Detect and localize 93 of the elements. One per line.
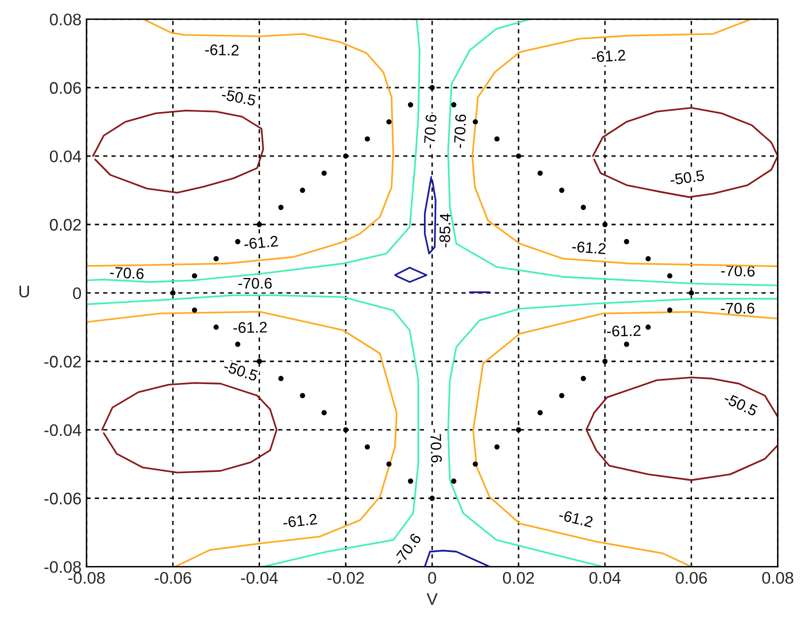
annotation: -85.4 (439, 213, 451, 248)
point (214, 324, 219, 330)
annotation: -50.5 (221, 88, 256, 106)
point (602, 358, 608, 364)
point (386, 461, 392, 467)
point (408, 478, 414, 484)
point (278, 376, 284, 382)
line-series (92, 110, 264, 194)
line-series (592, 106, 778, 198)
annotation: -61.2 (572, 241, 606, 254)
point (192, 307, 198, 313)
point (451, 102, 456, 108)
annotation: -61.2 (244, 236, 278, 250)
y-tick-label: 0.06 (50, 82, 81, 94)
x-tick-label: 0.04 (589, 572, 621, 584)
annotation: -50.5 (223, 360, 258, 382)
point (538, 170, 543, 176)
x-tick-label: -0.08 (68, 572, 105, 584)
point (494, 136, 500, 142)
x-tick-label: 0.02 (502, 572, 534, 584)
point (624, 239, 630, 244)
point (667, 307, 672, 313)
y-axis-title: U (19, 286, 29, 298)
point (256, 358, 262, 364)
point (364, 444, 370, 450)
point (430, 85, 435, 90)
x-tick-label: 0.06 (676, 572, 707, 584)
annotation: -61.2 (205, 44, 239, 56)
point (322, 170, 327, 176)
point (472, 461, 478, 467)
point (386, 119, 392, 124)
line-series (101, 382, 278, 474)
point (646, 256, 651, 262)
point (538, 410, 543, 416)
point (624, 342, 630, 347)
point (235, 239, 240, 244)
point (256, 222, 262, 228)
point (602, 222, 608, 228)
x-tick-label: -0.04 (241, 572, 278, 584)
annotation: -70.6 (720, 302, 754, 314)
point (559, 393, 564, 398)
point (192, 273, 198, 278)
annotation: -70.6 (430, 428, 442, 463)
annotation: -70.6 (454, 114, 466, 148)
annotation: -61.2 (591, 50, 626, 62)
x-tick-label: -0.06 (154, 572, 192, 584)
point (667, 273, 672, 278)
y-tick-label: 0.02 (50, 218, 81, 231)
point (472, 119, 478, 124)
point (688, 290, 694, 296)
point (580, 376, 586, 382)
annotation: -70.6 (110, 266, 144, 280)
point (364, 136, 370, 142)
line-series (424, 176, 436, 254)
y-tick-label: -0.08 (44, 561, 81, 573)
point (235, 342, 240, 347)
point (430, 496, 435, 501)
line-series (586, 376, 778, 481)
annotation: -61.2 (233, 322, 267, 334)
point (646, 324, 651, 330)
x-tick-label: -0.02 (327, 572, 364, 584)
x-tick-label: 0.08 (762, 572, 794, 584)
line-series (394, 266, 428, 283)
point (516, 153, 522, 159)
point (170, 290, 176, 296)
annotation: -50.5 (723, 392, 758, 416)
y-tick-label: 0.08 (50, 14, 81, 26)
point (300, 188, 306, 193)
point (408, 102, 414, 108)
point (559, 188, 564, 193)
annotation: -50.5 (670, 170, 704, 186)
point (451, 478, 456, 484)
point (580, 204, 586, 210)
annotation: -70.6 (238, 278, 272, 289)
y-tick-label: 0 (73, 287, 81, 300)
annotation: -70.6 (424, 114, 437, 149)
y-tick-label: -0.04 (44, 424, 82, 436)
point (300, 393, 306, 398)
point (278, 204, 284, 210)
annotation: -61.2 (558, 509, 594, 528)
point (516, 427, 522, 432)
point (343, 427, 348, 432)
y-tick-label: -0.06 (44, 492, 81, 504)
point (322, 410, 327, 416)
point (343, 153, 348, 159)
x-axis-title: V (426, 593, 438, 605)
point (494, 444, 500, 450)
annotation: -61.2 (282, 514, 318, 528)
x-tick-label: 0 (428, 572, 436, 584)
y-tick-label: 0.04 (50, 150, 82, 162)
annotation: -61.2 (606, 325, 641, 337)
point (214, 256, 219, 262)
y-tick-label: -0.02 (44, 356, 81, 368)
